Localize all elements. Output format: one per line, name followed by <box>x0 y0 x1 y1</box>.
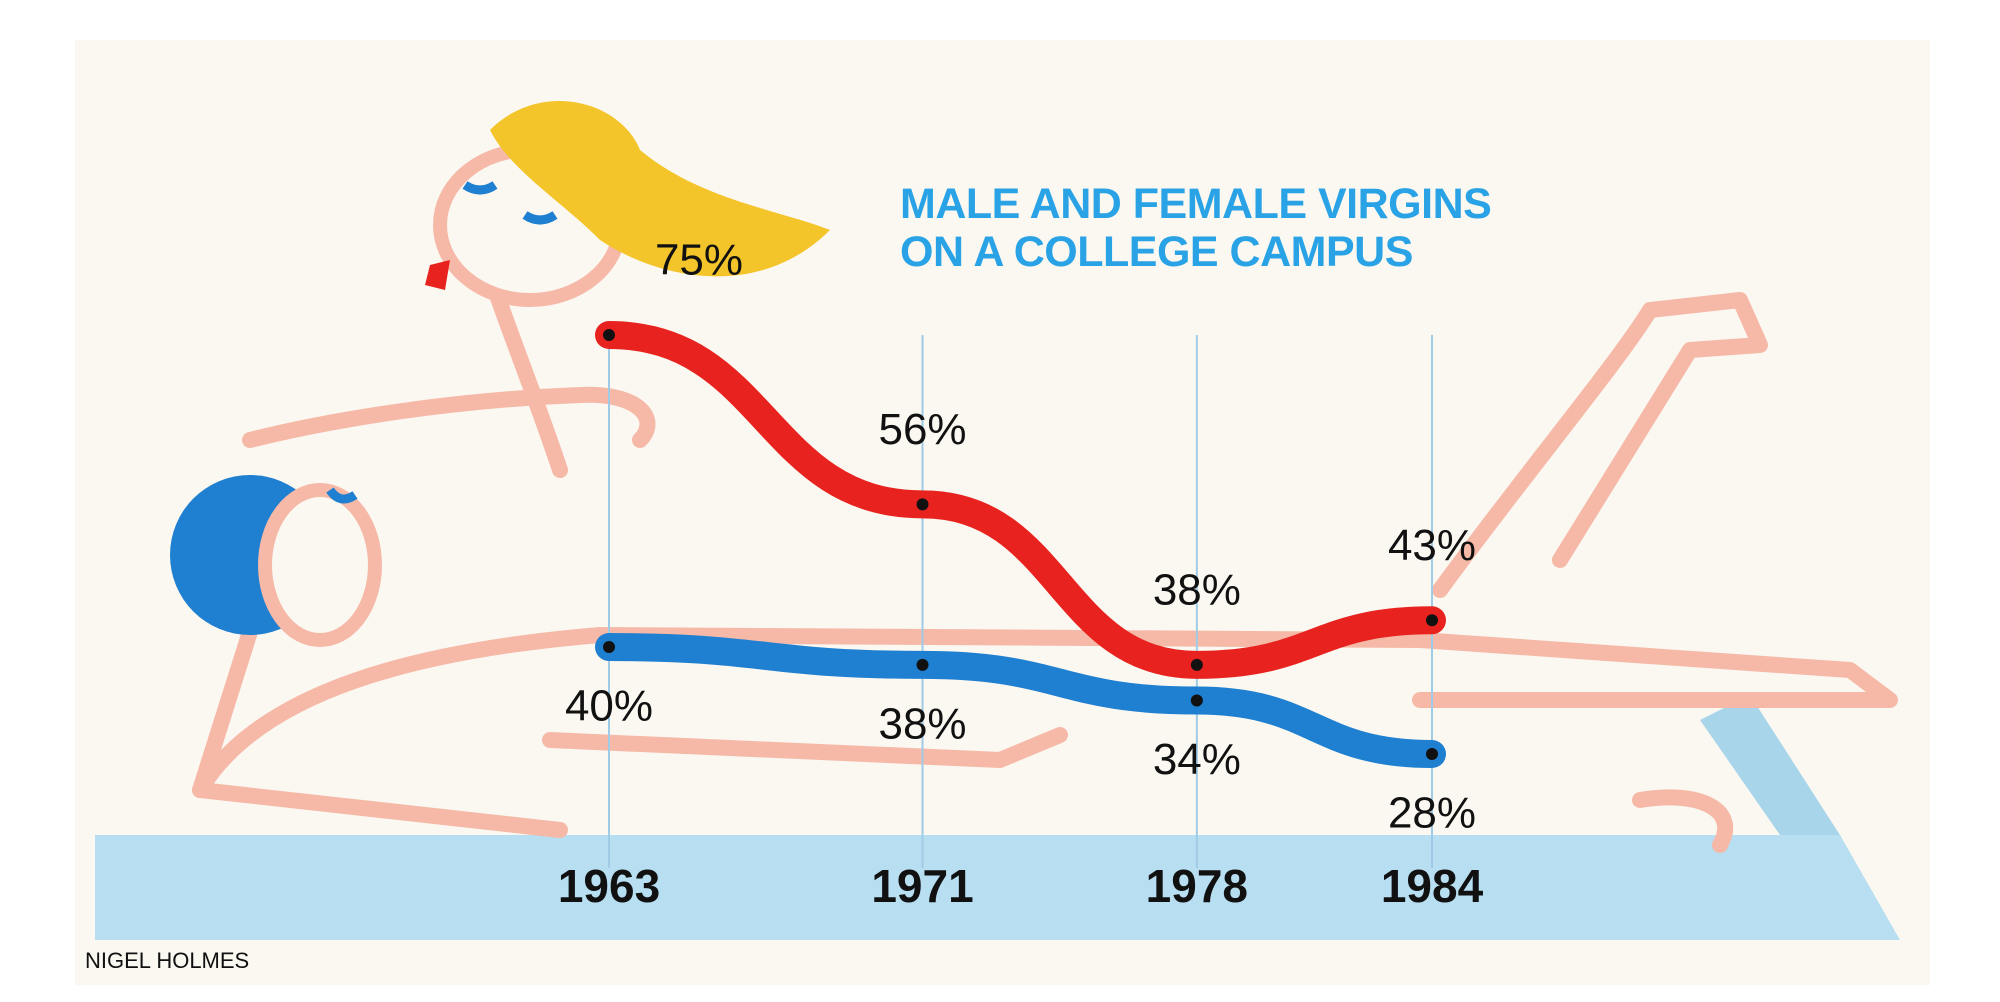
credit: NIGEL HOLMES <box>85 948 249 973</box>
value-label: 28% <box>1388 789 1476 838</box>
data-point <box>603 329 615 341</box>
value-label: 43% <box>1388 521 1476 570</box>
data-point <box>916 498 929 511</box>
x-tick-label: 1971 <box>871 860 973 912</box>
value-label: 75% <box>655 236 743 285</box>
x-tick-label: 1978 <box>1146 860 1248 912</box>
mattress-edge <box>1700 695 1840 835</box>
data-point <box>603 641 615 654</box>
male-eye <box>326 487 358 504</box>
mattress <box>95 835 1900 940</box>
data-point <box>916 658 929 671</box>
value-label: 56% <box>878 405 966 454</box>
chart-title: MALE AND FEMALE VIRGINS ON A COLLEGE CAM… <box>900 180 1492 276</box>
value-label: 34% <box>1153 735 1241 784</box>
value-label: 38% <box>878 699 966 748</box>
female-lips <box>425 260 450 290</box>
series-line <box>595 321 1446 679</box>
data-point <box>1190 694 1203 707</box>
female-hair <box>490 101 830 277</box>
data-point <box>1190 658 1203 671</box>
value-label: 40% <box>565 682 653 731</box>
male-face <box>258 483 382 647</box>
female-eyes <box>462 181 558 225</box>
value-label: 38% <box>1153 565 1241 614</box>
series-line <box>595 633 1446 768</box>
data-point <box>1426 614 1438 627</box>
x-tick-label: 1984 <box>1381 860 1484 912</box>
data-point <box>1426 748 1438 760</box>
illustration <box>192 182 1898 853</box>
x-tick-label: 1963 <box>558 860 660 912</box>
